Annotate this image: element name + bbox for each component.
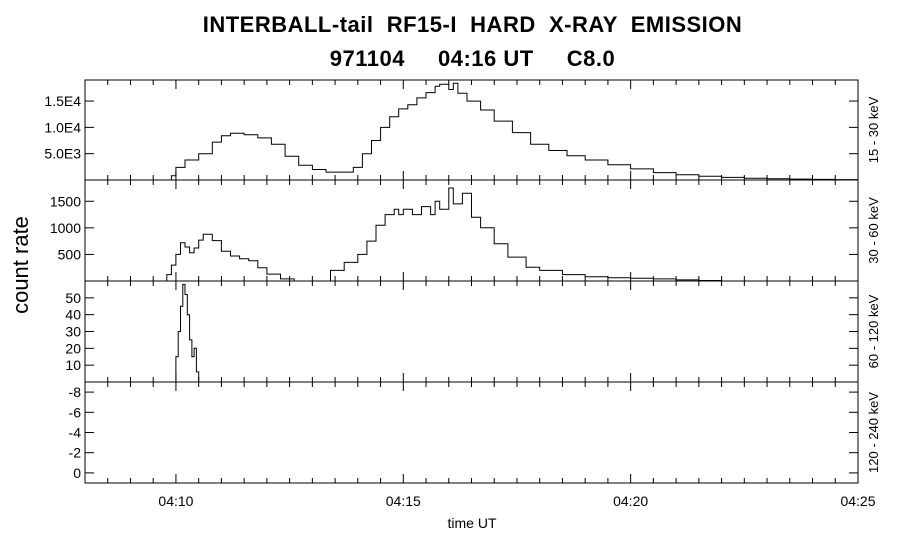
y-tick-label: 10: [65, 357, 81, 373]
y-tick-label: -6: [69, 404, 82, 420]
panel-frame: [84, 280, 859, 383]
y-tick-label: 20: [65, 340, 81, 356]
panel-frame: [84, 79, 859, 181]
y-tick-label: 1000: [50, 220, 81, 236]
y-tick-label: 5.0E3: [44, 146, 81, 162]
y-tick-label: 40: [65, 307, 81, 323]
y-tick-label: -2: [69, 445, 82, 461]
y-tick-label: 1.0E4: [44, 119, 81, 135]
y-axis-label: count rate: [8, 216, 33, 314]
y-tick-label: 1.5E4: [44, 93, 81, 109]
series-label: 15 - 30 keV: [866, 96, 881, 163]
x-axis-label: time UT: [448, 515, 497, 531]
series-label: 30 - 60 keV: [866, 197, 881, 264]
series-label: 120 - 240 keV: [866, 392, 881, 473]
panel-frame: [84, 381, 859, 484]
y-tick-label: 50: [65, 290, 81, 306]
x-tick-label: 04:20: [613, 493, 648, 509]
series-label: 60 - 120 keV: [866, 294, 881, 368]
x-tick-label: 04:10: [158, 493, 193, 509]
y-tick-label: 500: [58, 246, 82, 262]
y-tick-label: 30: [65, 324, 81, 340]
y-tick-label: 0: [73, 465, 81, 481]
chart-title: INTERBALL-tail RF15-I HARD X-RAY EMISSIO…: [202, 12, 743, 37]
chart-subtitle: 971104 04:16 UT C8.0: [329, 46, 616, 71]
series-line: [173, 283, 200, 383]
series-line: [157, 187, 723, 282]
x-tick-label: 04:25: [840, 493, 875, 509]
y-tick-label: -8: [69, 384, 82, 400]
x-tick-label: 04:15: [386, 493, 421, 509]
y-tick-label: -4: [69, 425, 82, 441]
series-line: [162, 82, 859, 181]
y-tick-label: 1500: [50, 193, 81, 209]
